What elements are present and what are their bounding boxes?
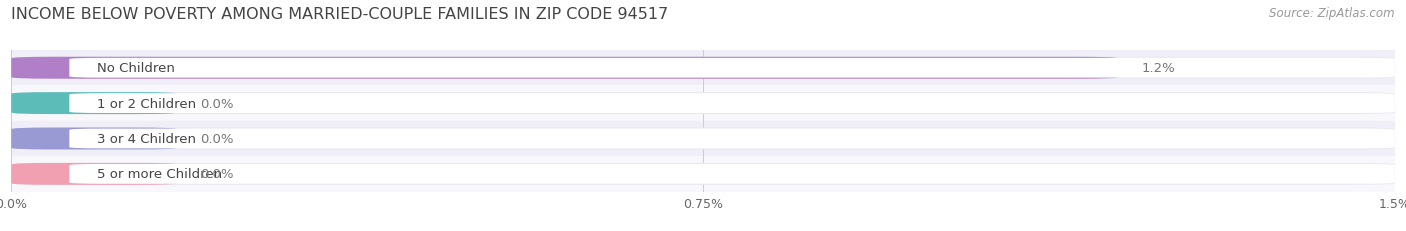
Text: INCOME BELOW POVERTY AMONG MARRIED-COUPLE FAMILIES IN ZIP CODE 94517: INCOME BELOW POVERTY AMONG MARRIED-COUPL… bbox=[11, 7, 668, 22]
Text: 0.0%: 0.0% bbox=[200, 97, 233, 110]
Text: 1.2%: 1.2% bbox=[1142, 62, 1175, 75]
FancyBboxPatch shape bbox=[69, 59, 1395, 78]
Text: 1 or 2 Children: 1 or 2 Children bbox=[97, 97, 197, 110]
FancyBboxPatch shape bbox=[11, 163, 177, 185]
FancyBboxPatch shape bbox=[11, 128, 177, 150]
Bar bbox=[11, 157, 1395, 192]
FancyBboxPatch shape bbox=[11, 58, 1118, 79]
Text: 0.0%: 0.0% bbox=[200, 132, 233, 145]
FancyBboxPatch shape bbox=[11, 93, 1395, 115]
FancyBboxPatch shape bbox=[11, 93, 177, 115]
Text: 0.0%: 0.0% bbox=[200, 168, 233, 181]
Text: 3 or 4 Children: 3 or 4 Children bbox=[97, 132, 195, 145]
FancyBboxPatch shape bbox=[69, 94, 1395, 113]
Bar bbox=[11, 121, 1395, 157]
Text: 5 or more Children: 5 or more Children bbox=[97, 168, 222, 181]
Bar bbox=[11, 86, 1395, 121]
Text: No Children: No Children bbox=[97, 62, 174, 75]
FancyBboxPatch shape bbox=[69, 129, 1395, 149]
Text: Source: ZipAtlas.com: Source: ZipAtlas.com bbox=[1270, 7, 1395, 20]
FancyBboxPatch shape bbox=[11, 58, 1395, 79]
FancyBboxPatch shape bbox=[11, 163, 1395, 185]
FancyBboxPatch shape bbox=[69, 164, 1395, 184]
Bar bbox=[11, 51, 1395, 86]
FancyBboxPatch shape bbox=[11, 128, 1395, 150]
